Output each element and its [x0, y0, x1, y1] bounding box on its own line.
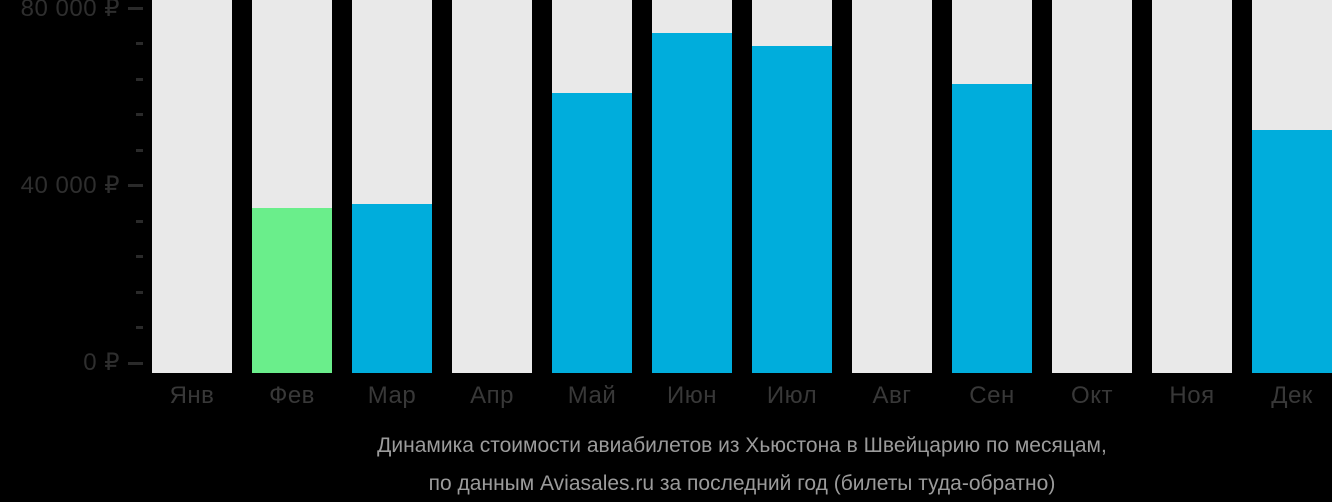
y-minor-tick-mark: [136, 255, 143, 259]
bar-track: [252, 0, 332, 373]
x-tick-label: Янв: [169, 382, 215, 409]
y-tick-mark: [128, 7, 143, 10]
bar-track: [652, 0, 732, 373]
y-minor-tick-mark: [136, 42, 143, 46]
plot-area: 80 000 ₽ 40 000 ₽ 0 ₽: [20, 0, 1332, 376]
x-tick-label: Фев: [269, 382, 315, 409]
y-tick-mark: [128, 361, 143, 365]
bar: [352, 203, 432, 373]
y-minor-tick-mark: [136, 77, 143, 81]
chart-caption-line2: по данным Aviasales.ru за последний год …: [428, 472, 1056, 495]
bar-track: [1152, 0, 1232, 373]
bar-track: [152, 0, 232, 373]
bar-track: [452, 0, 532, 373]
bar-track: [352, 0, 432, 373]
y-minor-tick-mark: [136, 219, 143, 223]
x-tick-label: Ноя: [1169, 382, 1215, 409]
y-tick-label: 80 000 ₽: [20, 0, 120, 22]
bar-track: [852, 0, 932, 373]
y-tick-label: 0 ₽: [83, 349, 120, 376]
x-tick-label: Окт: [1071, 382, 1113, 409]
chart-caption: Динамика стоимости авиабилетов из Хьюсто…: [152, 427, 1332, 502]
chart-caption-line1: Динамика стоимости авиабилетов из Хьюсто…: [377, 434, 1107, 457]
bar: [252, 207, 332, 373]
bar-track: [752, 0, 832, 373]
bar-track: [1052, 0, 1132, 373]
y-minor-tick-mark: [136, 290, 143, 294]
bar: [652, 32, 732, 373]
y-minor-tick-mark: [136, 113, 143, 117]
bar-track: [952, 0, 1032, 373]
bar-track: [1252, 0, 1332, 373]
bar: [952, 83, 1032, 373]
bar-track: [552, 0, 632, 373]
y-tick-label: 40 000 ₽: [20, 171, 120, 199]
bar: [752, 46, 832, 373]
y-minor-tick-mark: [136, 148, 143, 152]
bar: [552, 92, 632, 373]
x-tick-label: Апр: [470, 382, 514, 409]
bar: [1252, 130, 1332, 373]
x-tick-label: Дек: [1271, 382, 1313, 409]
x-tick-label: Сен: [969, 382, 1015, 409]
x-tick-label: Июл: [766, 382, 818, 409]
x-tick-label: Авг: [872, 382, 912, 409]
x-tick-label: Мар: [367, 382, 417, 409]
y-tick-mark: [128, 184, 143, 188]
x-tick-label: Май: [567, 382, 617, 409]
x-tick-label: Июн: [666, 382, 717, 409]
y-minor-tick-mark: [136, 326, 143, 330]
